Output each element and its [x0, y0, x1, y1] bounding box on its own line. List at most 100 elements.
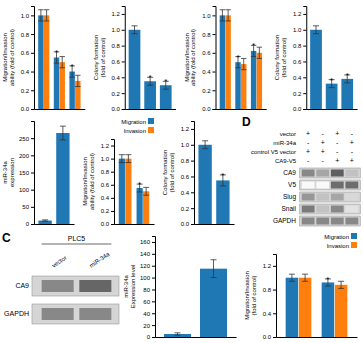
x-axis	[125, 109, 176, 110]
y-axis-title-line: (fold of control)	[251, 275, 257, 315]
tick-mark	[152, 325, 155, 326]
tick-label: 0.8	[181, 158, 190, 164]
band	[42, 308, 74, 320]
error-bar	[119, 155, 125, 163]
tick-mark	[191, 161, 194, 162]
band	[302, 170, 315, 177]
tick-label: 1.2	[293, 11, 302, 17]
y-tick: 0.6	[202, 50, 215, 56]
tick-mark	[31, 207, 34, 208]
tick-mark	[213, 34, 216, 35]
y-axis-title-line: ability (fold of control)	[190, 29, 196, 86]
y-tick: 40	[143, 311, 155, 317]
y-tick: 1.0	[181, 142, 194, 148]
condition-sign: +	[335, 130, 339, 137]
error-bar	[75, 75, 80, 86]
tick-mark	[273, 337, 276, 338]
x-axis-line	[216, 109, 267, 110]
tick-label: 0.0	[111, 106, 120, 112]
y-axis-title: Colony formation(fold of control)	[93, 35, 106, 80]
tick-label: 140	[140, 251, 151, 257]
y-axis-title-line: Migration/Invasion	[2, 33, 8, 82]
y-axis-title-line: Migration/Invasion	[82, 157, 88, 206]
tick-mark	[303, 109, 306, 110]
tick-mark	[191, 224, 194, 225]
tick-mark	[111, 198, 114, 199]
annotation: *	[330, 76, 333, 85]
tick-mark	[303, 46, 306, 47]
y-axis-line	[111, 140, 115, 225]
tick-label: 0.6	[202, 50, 211, 56]
condition-sign: -	[307, 139, 310, 146]
y-tick: 0.2	[101, 208, 114, 214]
x-axis	[307, 109, 358, 110]
y-axis-line	[122, 7, 126, 110]
bar	[341, 79, 353, 109]
condition-sign: +	[350, 139, 354, 146]
tick-mark	[122, 14, 125, 15]
bar	[44, 15, 49, 109]
y-axis-line	[213, 7, 217, 110]
bars	[310, 26, 353, 109]
bar	[299, 278, 312, 337]
y-tick: 160	[140, 239, 155, 245]
y-tick: 0.4	[202, 69, 215, 75]
tick-mark	[213, 72, 216, 73]
bar	[235, 62, 240, 109]
tick-label: 0.8	[111, 43, 120, 49]
legend: MigrationInvasion	[121, 118, 154, 134]
row-label: Slug	[283, 193, 296, 201]
y-axis: 050100150200250	[19, 122, 35, 228]
condition-label: CA9-V5	[275, 158, 297, 164]
tick-mark	[213, 15, 216, 16]
y-tick: 1.0	[202, 13, 215, 19]
x-axis-line	[35, 109, 86, 110]
tick-label: 0.6	[21, 50, 30, 56]
y-tick: 0.2	[111, 91, 124, 97]
bar-chart: 0.00.20.40.60.81.0**Migration/Invasionab…	[184, 7, 267, 113]
lane-label: miR-34a	[88, 251, 111, 269]
bar	[310, 30, 322, 109]
condition-sign: -	[336, 148, 339, 155]
tick-label: 250	[19, 136, 30, 142]
tick-mark	[31, 53, 34, 54]
y-tick: 0.2	[202, 88, 215, 94]
y-axis-title-line: Expression level	[130, 265, 136, 309]
bar	[216, 180, 229, 224]
condition-sign: +	[306, 130, 310, 137]
tick-label: 80	[143, 287, 150, 293]
y-axis: 020406080100120140160	[140, 237, 156, 341]
tick-label: 1.2	[181, 126, 190, 132]
y-axis-line	[31, 122, 35, 225]
y-axis-line	[273, 255, 277, 338]
tick-mark	[122, 61, 125, 62]
bracket	[42, 244, 112, 245]
annotation: *	[55, 48, 58, 57]
condition-sign: +	[335, 157, 339, 164]
y-tick: 1.2	[101, 143, 114, 149]
bar-chart: 0.00.20.40.60.81.0**Migration/Invasionab…	[2, 7, 85, 113]
error-bar	[60, 57, 65, 68]
legend-label: Invasion	[124, 128, 146, 134]
y-tick: 1.0	[111, 27, 124, 33]
band	[345, 194, 358, 201]
error-bar	[302, 274, 308, 281]
tick-mark	[152, 337, 155, 338]
y-axis-title-line: (fold of control)	[169, 152, 175, 192]
bar	[54, 58, 59, 110]
legend-item: Invasion	[124, 127, 154, 134]
tick-label: 0.6	[293, 59, 302, 65]
x-axis	[35, 109, 86, 110]
band	[316, 194, 329, 201]
tick-label: 0.8	[101, 169, 110, 175]
tick-mark	[152, 313, 155, 314]
annotation: *	[346, 71, 349, 80]
tick-label: 0.0	[293, 106, 302, 112]
error-bar	[220, 10, 225, 21]
bar-chart: 050100150200250miR-34aexpression	[2, 122, 75, 228]
tick-label: 1.2	[101, 143, 110, 149]
tick-mark	[152, 242, 155, 243]
tick-mark	[111, 146, 114, 147]
band	[42, 280, 74, 292]
tick-label: 40	[143, 311, 150, 317]
